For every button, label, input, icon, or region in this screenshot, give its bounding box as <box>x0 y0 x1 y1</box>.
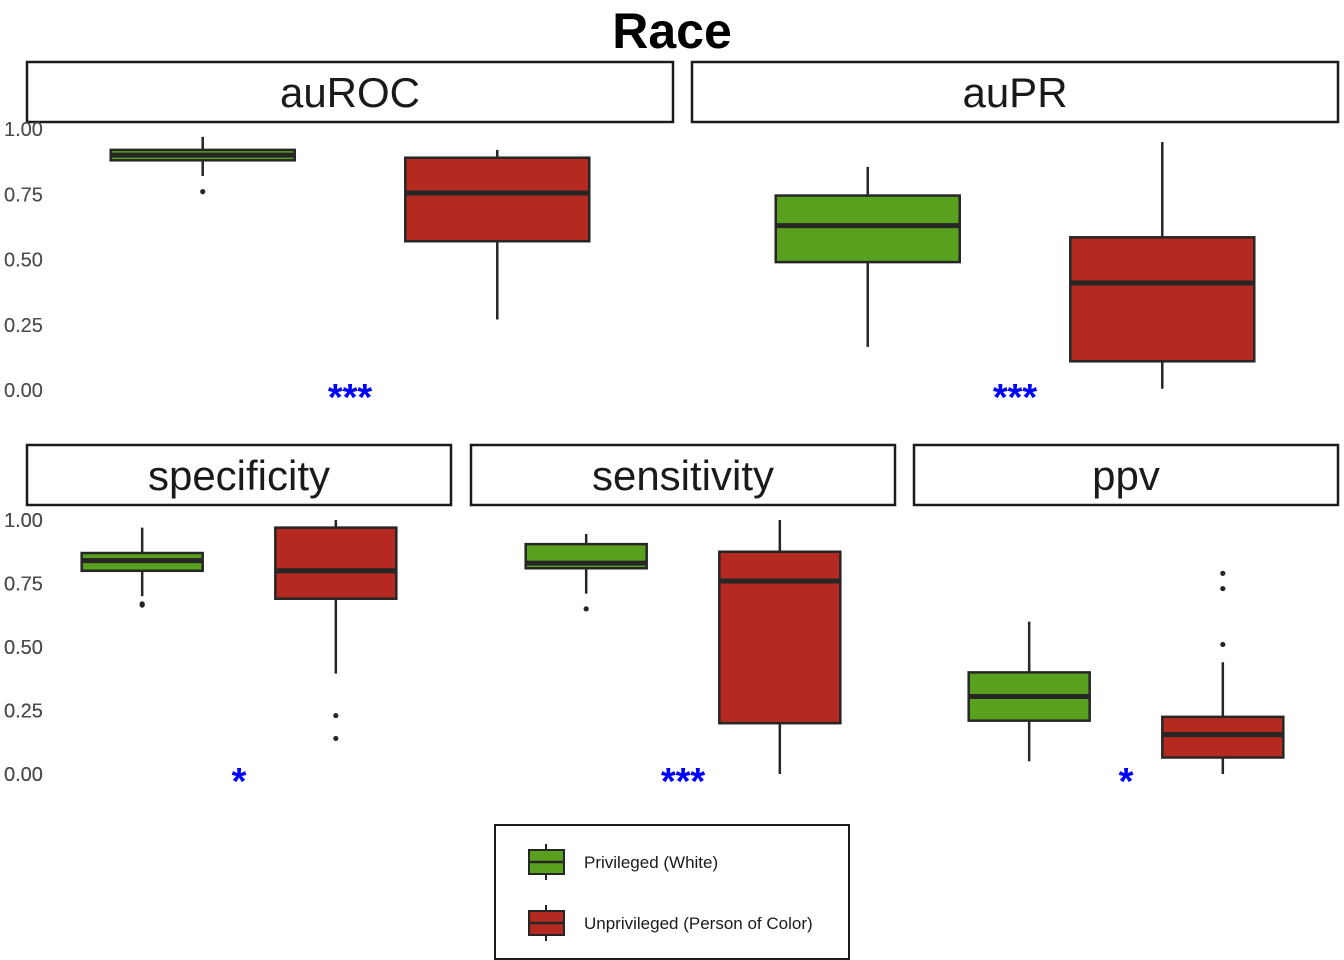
iqr-box <box>404 156 591 243</box>
y-tick-label: 0.25 <box>4 315 43 337</box>
y-tick-label: 0.25 <box>4 701 43 723</box>
facet-strip <box>25 443 453 507</box>
y-tick-label: 0.25 <box>4 701 43 723</box>
panel-ppv: ppv 0.00 0.25 0.50 0.75 1.00 * <box>4 443 1340 803</box>
y-tick-label: 0.25 <box>4 701 43 723</box>
significance-label: *** <box>661 761 706 803</box>
y-tick-label: 0.75 <box>4 574 43 596</box>
outlier-point <box>1220 641 1226 648</box>
y-tick-label: 0.50 <box>4 637 43 659</box>
significance-label: *** <box>993 377 1038 419</box>
outlier-point <box>333 712 339 719</box>
panel-aupr: auPR 0.00 0.25 0.50 0.75 1.00 *** <box>4 60 1340 419</box>
facet-label: auPR <box>962 69 1067 116</box>
legend: Privileged (White) Unprivileged (Person o… <box>494 824 850 960</box>
y-tick-label: 0.50 <box>4 250 43 272</box>
y-tick-label: 1.00 <box>4 510 43 532</box>
y-tick-label: 0.25 <box>4 315 43 337</box>
y-tick-label: 0.50 <box>4 637 43 659</box>
facet-strip <box>912 443 1340 507</box>
facet-label: auROC <box>280 69 420 116</box>
y-tick-label: 0.00 <box>4 764 43 786</box>
panel-specificity: specificity 0.00 0.25 0.50 0.75 1.00 * <box>4 443 453 803</box>
significance-label: * <box>232 761 247 803</box>
y-tick-label: 0.50 <box>4 637 43 659</box>
significance-label: * <box>1119 761 1134 803</box>
y-tick-label: 0.00 <box>4 764 43 786</box>
box-privileged-white <box>80 527 204 608</box>
y-tick-label: 1.00 <box>4 119 43 141</box>
box-unprivileged-person-of-color <box>1161 570 1285 774</box>
y-tick-label: 1.00 <box>4 510 43 532</box>
legend-item-unprivileged-person-of-color: Unprivileged (Person of Color) <box>528 905 813 941</box>
y-tick-label: 0.50 <box>4 250 43 272</box>
box-unprivileged-person-of-color <box>1069 142 1256 389</box>
y-tick-label: 0.00 <box>4 764 43 786</box>
iqr-box <box>774 194 961 264</box>
outlier-point <box>583 606 589 612</box>
y-tick-label: 1.00 <box>4 119 43 141</box>
box-privileged-white <box>524 533 648 612</box>
chart-title: Race <box>612 3 732 59</box>
box-privileged-white <box>774 166 961 347</box>
facet-label: specificity <box>148 452 330 499</box>
outlier-point <box>200 189 206 195</box>
legend-label: Privileged (White) <box>584 853 718 872</box>
outlier-point <box>139 602 145 608</box>
box-unprivileged-person-of-color <box>718 520 842 774</box>
box-privileged-white <box>967 621 1091 762</box>
facet-panels: auROC 0.00 0.25 0.50 0.75 1.00 *** auPR 0.00 0.25… <box>4 60 1340 803</box>
y-tick-label: 0.75 <box>4 184 43 206</box>
box-unprivileged-person-of-color <box>274 520 398 742</box>
y-tick-label: 0.75 <box>4 184 43 206</box>
legend-item-privileged-white: Privileged (White) <box>528 844 718 880</box>
iqr-box <box>1069 236 1256 363</box>
iqr-box <box>274 526 398 600</box>
outlier-point <box>1220 570 1226 576</box>
facet-strip <box>25 60 675 124</box>
panel-auroc: auROC 0.00 0.25 0.50 0.75 1.00 *** <box>4 60 675 419</box>
facet-label: ppv <box>1092 452 1160 499</box>
y-tick-label: 0.00 <box>4 380 43 402</box>
panel-sensitivity: sensitivity 0.00 0.25 0.50 0.75 1.00 *** <box>4 443 897 803</box>
legend-label: Unprivileged (Person of Color) <box>584 914 813 933</box>
y-tick-label: 1.00 <box>4 510 43 532</box>
outlier-point <box>1220 585 1226 592</box>
y-tick-label: 0.00 <box>4 380 43 402</box>
iqr-box <box>1161 715 1285 759</box>
box-unprivileged-person-of-color <box>404 149 591 320</box>
iqr-box <box>718 550 842 725</box>
outlier-point <box>333 735 339 742</box>
y-tick-label: 0.75 <box>4 574 43 596</box>
facet-label: sensitivity <box>592 452 774 499</box>
box-privileged-white <box>109 136 296 195</box>
legend-frame <box>494 824 850 960</box>
facet-strip <box>469 443 897 507</box>
y-tick-label: 0.75 <box>4 574 43 596</box>
significance-label: *** <box>328 377 373 419</box>
facet-strip <box>690 60 1340 124</box>
